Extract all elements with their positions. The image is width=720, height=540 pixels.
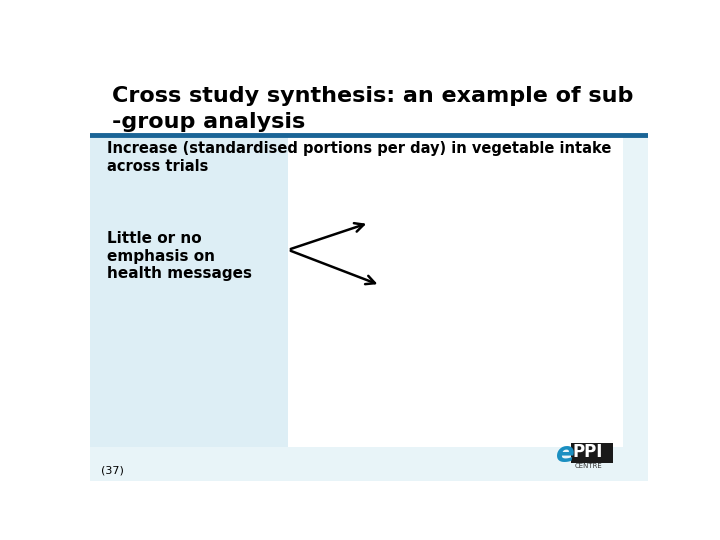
Text: Cross study synthesis: an example of sub: Cross study synthesis: an example of sub <box>112 86 634 106</box>
FancyBboxPatch shape <box>90 65 648 136</box>
FancyBboxPatch shape <box>571 443 613 463</box>
Text: -group analysis: -group analysis <box>112 112 305 132</box>
Text: (37): (37) <box>101 465 124 475</box>
FancyBboxPatch shape <box>90 133 288 447</box>
Text: PPI: PPI <box>572 443 603 461</box>
FancyBboxPatch shape <box>90 133 648 136</box>
Text: Little or no
emphasis on
health messages: Little or no emphasis on health messages <box>107 231 252 281</box>
Text: Increase (standardised portions per day) in vegetable intake
across trials: Increase (standardised portions per day)… <box>107 141 611 174</box>
Text: e: e <box>556 440 575 468</box>
Text: CENTRE: CENTRE <box>575 463 602 469</box>
FancyBboxPatch shape <box>90 136 648 481</box>
FancyBboxPatch shape <box>288 133 623 447</box>
